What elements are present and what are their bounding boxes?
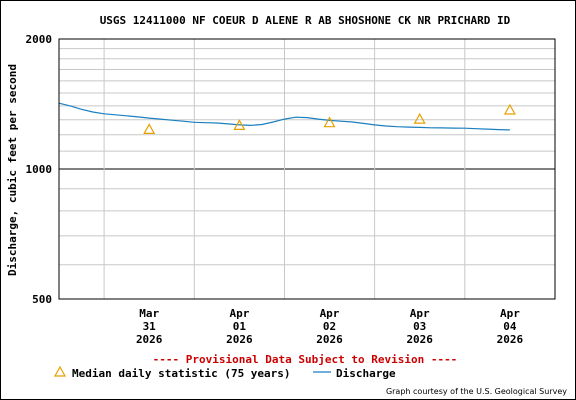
median-point bbox=[503, 103, 516, 115]
legend-discharge-label: Discharge bbox=[336, 367, 396, 380]
x-tick-day: 03 bbox=[413, 320, 426, 333]
y-tick-label: 500 bbox=[32, 293, 52, 306]
grid-lines bbox=[59, 39, 555, 299]
y-axis-label: Discharge, cubic feet per second bbox=[6, 64, 19, 276]
discharge-line bbox=[58, 102, 510, 131]
usgs-credit: Graph courtesy of the U.S. Geological Su… bbox=[386, 387, 567, 396]
x-tick-year: 2026 bbox=[226, 333, 253, 346]
median-point bbox=[323, 116, 336, 128]
legend: Median daily statistic (75 years) Discha… bbox=[53, 365, 396, 380]
x-tick-year: 2026 bbox=[497, 333, 524, 346]
x-tick-labels: Mar312026Apr012026Apr022026Apr032026Apr0… bbox=[136, 307, 524, 346]
y-tick-label: 2000 bbox=[26, 33, 53, 46]
x-tick-month: Apr bbox=[500, 307, 520, 320]
legend-median-triangle-icon bbox=[53, 365, 67, 377]
provisional-notice: ---- Provisional Data Subject to Revisio… bbox=[153, 353, 458, 366]
x-tick-month: Apr bbox=[410, 307, 430, 320]
y-tick-labels: 500 1000 2000 bbox=[26, 33, 53, 306]
x-tick-day: 31 bbox=[143, 320, 157, 333]
median-point bbox=[413, 112, 426, 124]
x-tick-month: Apr bbox=[229, 307, 249, 320]
x-tick-year: 2026 bbox=[316, 333, 343, 346]
x-tick-month: Apr bbox=[320, 307, 340, 320]
median-point bbox=[233, 119, 246, 130]
x-tick-day: 04 bbox=[503, 320, 517, 333]
y-tick-label: 1000 bbox=[26, 163, 53, 176]
median-point bbox=[143, 123, 156, 134]
legend-median-label: Median daily statistic (75 years) bbox=[72, 367, 291, 380]
x-tick-day: 01 bbox=[233, 320, 247, 333]
x-tick-year: 2026 bbox=[136, 333, 163, 346]
x-tick-year: 2026 bbox=[406, 333, 433, 346]
chart-title: USGS 12411000 NF COEUR D ALENE R AB SHOS… bbox=[100, 14, 511, 27]
series-layer bbox=[58, 102, 516, 134]
x-tick-month: Mar bbox=[139, 307, 159, 320]
x-tick-day: 02 bbox=[323, 320, 336, 333]
plot-border bbox=[58, 38, 556, 300]
